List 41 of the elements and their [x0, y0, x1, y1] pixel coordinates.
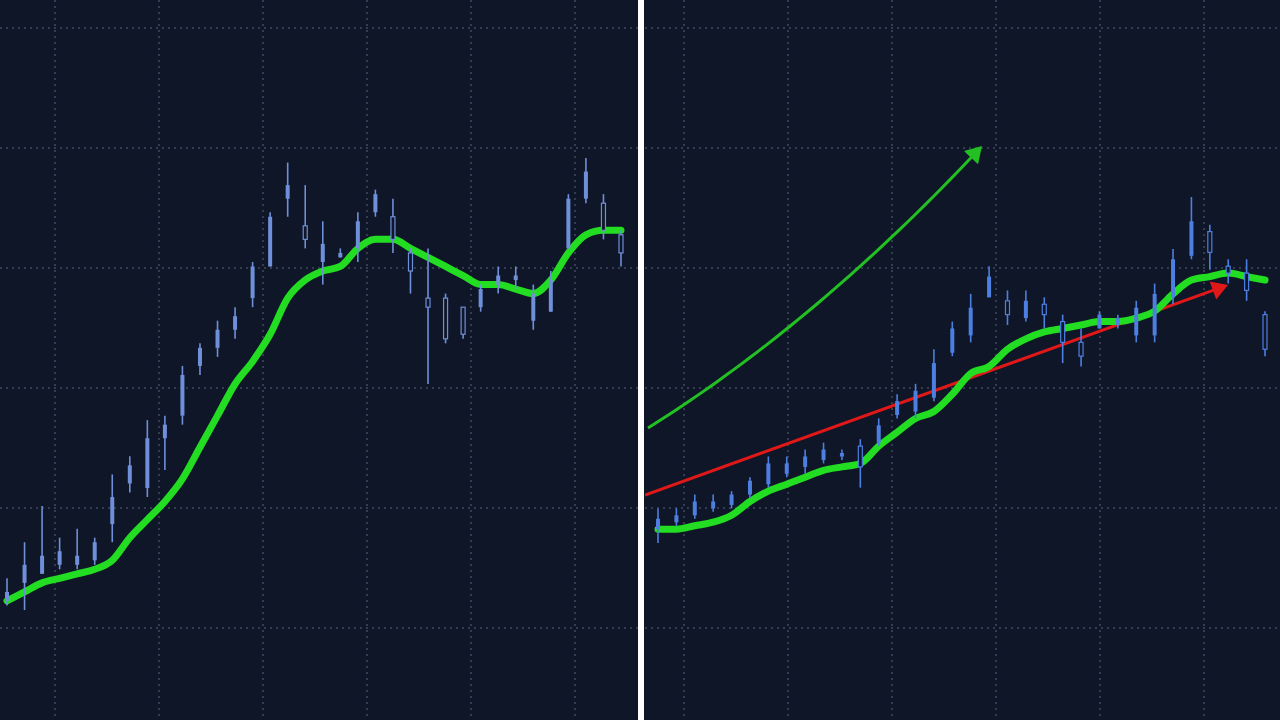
candlestick [92, 536, 97, 566]
candlestick [618, 229, 624, 268]
candlestick [987, 265, 992, 299]
candlestick [320, 220, 325, 286]
candlestick [1060, 313, 1066, 364]
candlestick [1244, 258, 1250, 302]
candlestick [425, 247, 431, 385]
candlestick [913, 383, 918, 420]
candlestick [692, 493, 697, 520]
candlestick [302, 184, 308, 250]
candlestick [766, 455, 771, 489]
candlestick [233, 306, 238, 340]
candlestick [1041, 296, 1047, 330]
candlestick [390, 197, 396, 254]
candlestick [285, 161, 290, 218]
candlestick [784, 455, 789, 479]
candlestick [1078, 327, 1084, 368]
candlestick [821, 441, 826, 465]
candlestick [5, 577, 9, 607]
candlestick [407, 247, 414, 295]
candlestick [57, 536, 62, 571]
candlestick [40, 505, 45, 575]
candlestick [496, 265, 501, 295]
candlestick [1023, 289, 1028, 323]
candlestick [215, 319, 220, 358]
candlestick [478, 283, 483, 313]
candlestick [803, 448, 808, 475]
candlestick [127, 455, 132, 494]
candlestick [747, 476, 752, 499]
candlestick [1225, 258, 1231, 285]
candlestick [75, 527, 80, 571]
candlestick [162, 414, 167, 471]
candlestick [373, 188, 378, 218]
candlestick [1004, 289, 1011, 326]
candlestick [22, 541, 27, 611]
candlestick [876, 417, 881, 447]
candlestick [656, 507, 660, 544]
candlestick [197, 342, 202, 376]
candlestick [857, 438, 863, 489]
candlestick [895, 393, 900, 420]
candlestick [1207, 223, 1213, 271]
